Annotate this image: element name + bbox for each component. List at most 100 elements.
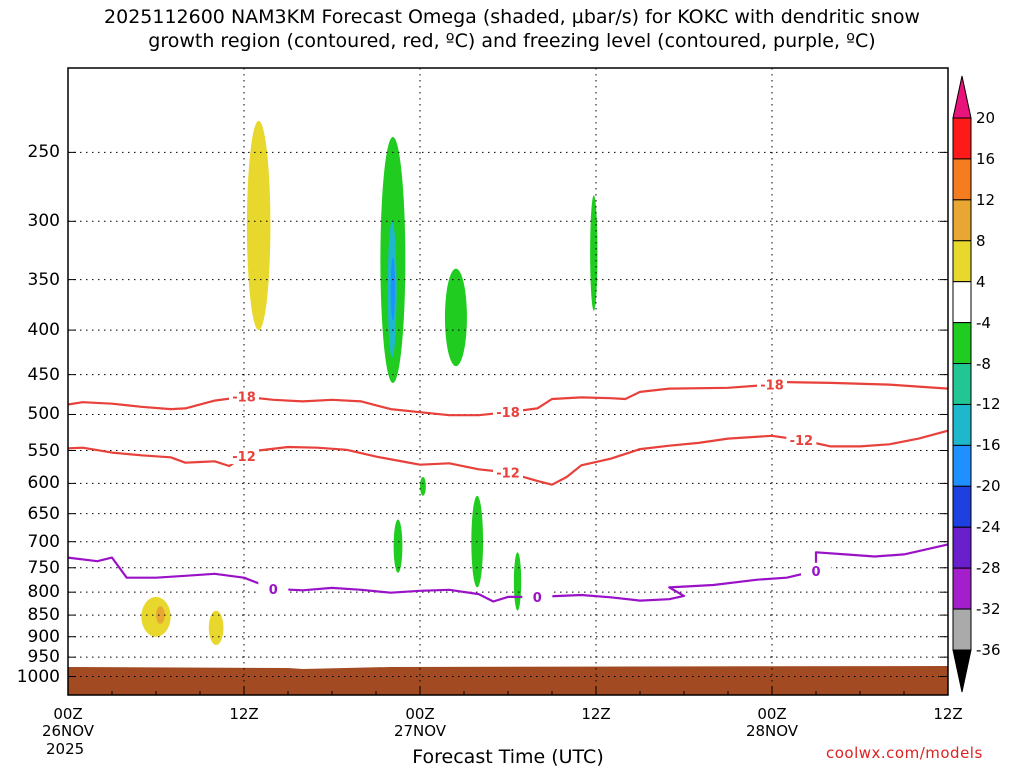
surface-terrain bbox=[68, 665, 948, 695]
contour-label-bg-0-1 bbox=[493, 404, 523, 421]
x-tick-label-24: 00Z bbox=[405, 705, 435, 723]
y-tick-label-450: 450 bbox=[27, 364, 60, 385]
contour-label-0-1: -18 bbox=[496, 406, 520, 421]
y-tick-label-750: 750 bbox=[27, 557, 60, 578]
contour-label-1-0: -12 bbox=[232, 450, 256, 465]
x-date-label-24: 27NOV bbox=[393, 722, 447, 740]
plot-frame bbox=[67, 67, 949, 696]
colorbar-swatch--4 bbox=[952, 322, 972, 365]
colorbar-swatch-16 bbox=[952, 158, 972, 201]
colorbar-label-12: 12 bbox=[976, 190, 996, 209]
colorbar-label--8: -8 bbox=[976, 354, 991, 373]
y-tick-label-400: 400 bbox=[27, 320, 60, 341]
contour-lines: -18 -18 -18 -12 -12 -12 0 0 0 bbox=[67, 376, 949, 606]
colorbar-label--4: -4 bbox=[976, 313, 991, 332]
year-label: 2025 bbox=[46, 740, 85, 758]
colorbar-label-16: 16 bbox=[976, 149, 996, 168]
contour-label-bg-2-1 bbox=[522, 588, 553, 605]
colorbar-swatch-12 bbox=[952, 199, 972, 242]
omega-shading bbox=[95, 68, 658, 662]
omega-region-1 bbox=[160, 161, 205, 275]
omega-region-3 bbox=[246, 120, 271, 331]
colorbar-swatch--8 bbox=[952, 363, 972, 405]
x-tick-label-60: 12Z bbox=[933, 705, 963, 723]
colorbar-label--24: -24 bbox=[976, 518, 1001, 537]
y-tick-label-350: 350 bbox=[27, 269, 60, 290]
x-date-label-48: 28NOV bbox=[745, 722, 799, 740]
colorbar-label-8: 8 bbox=[976, 231, 986, 250]
omega-region-6 bbox=[625, 366, 658, 478]
omega-region-14 bbox=[420, 477, 426, 496]
colorbar-swatch--32 bbox=[952, 608, 972, 651]
x-date-label-0: 26NOV bbox=[41, 722, 95, 740]
colorbar-label--12: -12 bbox=[976, 395, 1001, 414]
omega-region-0 bbox=[95, 195, 107, 291]
colorbar-swatch-8 bbox=[952, 240, 972, 283]
contour-label-bg-0-2 bbox=[757, 376, 787, 393]
surface-fill bbox=[68, 665, 948, 695]
y-tick-label-850: 850 bbox=[27, 605, 60, 626]
omega-region-19 bbox=[156, 606, 165, 624]
y-tick-label-950: 950 bbox=[27, 647, 60, 668]
y-tick-label-550: 550 bbox=[27, 440, 60, 461]
omega-region-5 bbox=[488, 68, 558, 437]
colorbar-swatch--12 bbox=[952, 403, 972, 446]
colorbar-under bbox=[952, 649, 972, 693]
contour-label-2-0: 0 bbox=[269, 583, 278, 598]
colorbar-swatch-20 bbox=[952, 117, 972, 160]
colorbar-label--28: -28 bbox=[976, 559, 1001, 578]
y-tick-label-300: 300 bbox=[27, 211, 60, 232]
y-tick-label-600: 600 bbox=[27, 473, 60, 494]
contour-label-bg-1-0 bbox=[229, 447, 259, 464]
contour-label-bg-0-0 bbox=[229, 388, 259, 405]
contour-label-bg-1-1 bbox=[493, 464, 523, 481]
omega-region-4 bbox=[457, 68, 467, 87]
colorbar-label-20: 20 bbox=[976, 109, 996, 127]
y-tick-label-700: 700 bbox=[27, 531, 60, 552]
y-tick-label-650: 650 bbox=[27, 503, 60, 524]
y-tick-label-500: 500 bbox=[27, 404, 60, 425]
y-tick-label-800: 800 bbox=[27, 582, 60, 603]
omega-region-18 bbox=[141, 596, 171, 637]
omega-region-11 bbox=[444, 268, 467, 367]
contour-label-2-1: 0 bbox=[533, 591, 542, 606]
contour-label-1-2: -12 bbox=[790, 434, 814, 449]
contour--18 bbox=[67, 381, 949, 417]
contour-label-bg-2-0 bbox=[258, 580, 289, 597]
contour-label-bg-2-2 bbox=[801, 562, 831, 579]
contour-label-bg-1-2 bbox=[786, 432, 817, 449]
colorbar-label--36: -36 bbox=[976, 641, 1001, 659]
chart-title-line2: growth region (contoured, red, ºC) and f… bbox=[148, 30, 876, 52]
colorbar-over bbox=[952, 75, 972, 119]
omega-region-22 bbox=[255, 582, 283, 650]
contour-label-2-2: 0 bbox=[811, 565, 820, 580]
colorbar-swatch--20 bbox=[952, 485, 972, 528]
colorbar-swatch--16 bbox=[952, 444, 972, 487]
omega-region-23 bbox=[295, 567, 310, 637]
omega-region-16 bbox=[513, 552, 522, 611]
omega-region-10 bbox=[390, 257, 396, 321]
x-tick-label-36: 12Z bbox=[581, 705, 611, 723]
colorbar-label--16: -16 bbox=[976, 436, 1001, 455]
x-tick-label-0: 00Z bbox=[53, 705, 83, 723]
x-axis-title: Forecast Time (UTC) bbox=[412, 746, 604, 768]
omega-region-13 bbox=[393, 519, 403, 573]
colorbar-swatch-4 bbox=[952, 281, 972, 324]
colorbar-swatch--24 bbox=[952, 526, 972, 569]
omega-region-21 bbox=[208, 610, 224, 646]
omega-region-24 bbox=[556, 610, 573, 662]
y-tick-label-250: 250 bbox=[27, 142, 60, 163]
colorbar-swatch--28 bbox=[952, 567, 972, 610]
x-tick-label-12: 12Z bbox=[229, 705, 259, 723]
contour-label-0-0: -18 bbox=[232, 391, 256, 406]
credit-link[interactable]: coolwx.com/models bbox=[826, 744, 983, 762]
colorbar bbox=[952, 75, 972, 693]
x-tick-label-48: 00Z bbox=[757, 705, 787, 723]
contour--12 bbox=[67, 429, 949, 486]
colorbar-label--20: -20 bbox=[976, 477, 1001, 496]
colorbar-label-4: 4 bbox=[976, 272, 986, 291]
chart-title-line1: 2025112600 NAM3KM Forecast Omega (shaded… bbox=[104, 6, 920, 28]
colorbar-label--32: -32 bbox=[976, 600, 1001, 619]
y-tick-label-900: 900 bbox=[27, 626, 60, 647]
